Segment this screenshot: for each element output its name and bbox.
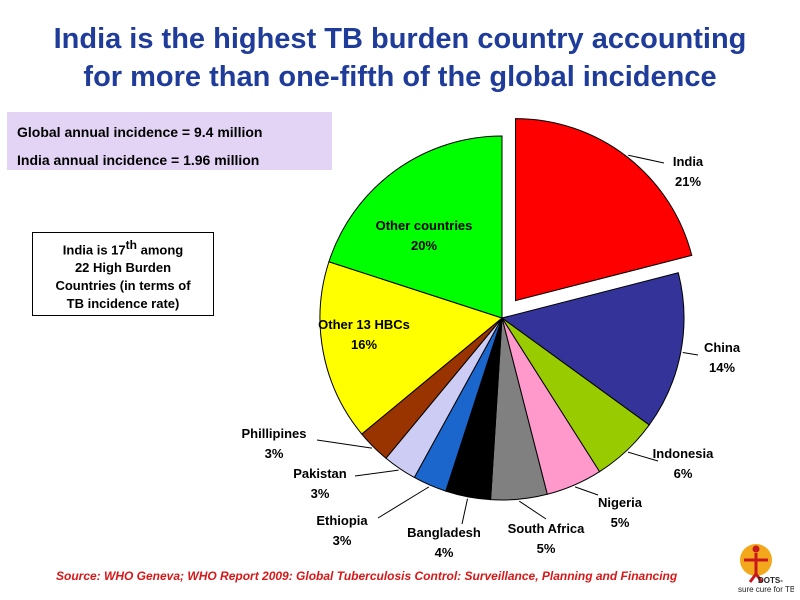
leader-lines: [316, 154, 699, 525]
slice-label-china: China: [704, 340, 741, 355]
page-title: India is the highest TB burden country a…: [0, 20, 800, 96]
slice-value-phillipines: 3%: [265, 446, 284, 461]
slice-value-nigeria: 5%: [611, 515, 630, 530]
leader-line-bangladesh: [461, 498, 469, 525]
pie-slice-other-13-hbcs: [319, 261, 504, 435]
slice-value-indonesia: 6%: [674, 466, 693, 481]
rank-note-line-4: TB incidence rate): [66, 296, 180, 312]
dots-logo: DOTS- sure cure for TB.: [738, 544, 794, 594]
rank-note-box: India is 17th among 22 High Burden Count…: [32, 232, 214, 316]
slice-value-other-13-hbcs: 16%: [351, 337, 377, 352]
leader-line-india: [628, 154, 665, 164]
logo-line-2: sure cure for TB.: [738, 585, 794, 594]
slice-label-south-africa: South Africa: [508, 521, 586, 536]
rank-note-line-1: India is 17th among: [62, 238, 184, 258]
leader-line-pakistan: [354, 469, 399, 477]
slice-label-bangladesh: Bangladesh: [407, 525, 481, 540]
incidence-stats-box: Global annual incidence = 9.4 million In…: [7, 112, 332, 170]
leader-line-indonesia: [627, 451, 659, 462]
title-line-2: for more than one-fifth of the global in…: [83, 61, 717, 93]
slice-labels: India 21% China 14% Indonesia 6% Nigeria 5% Sout…: [241, 154, 740, 560]
logo-figure-icon: [744, 553, 768, 583]
india-incidence-text: India annual incidence = 1.96 million: [17, 152, 260, 168]
slice-label-indonesia: Indonesia: [653, 446, 714, 461]
leader-line-nigeria: [574, 486, 599, 496]
leader-line-ethiopia: [377, 486, 430, 519]
slice-value-ethiopia: 3%: [333, 533, 352, 548]
leader-line-china: [682, 351, 699, 356]
slice-label-phillipines: Phillipines: [241, 426, 306, 441]
leader-line-south-africa: [519, 500, 547, 520]
rank-note-line-2: 22 High Burden: [74, 260, 172, 276]
slice-value-south-africa: 5%: [537, 541, 556, 556]
slice-label-pakistan: Pakistan: [293, 466, 347, 481]
slice-value-pakistan: 3%: [311, 486, 330, 501]
rank-note-line-3: Countries (in terms of: [55, 278, 191, 294]
pie-slices: [319, 118, 693, 501]
title-line-1: India is the highest TB burden country a…: [53, 23, 747, 55]
logo-figure-head-icon: [752, 545, 760, 553]
slice-label-other-countries: Other countries: [376, 218, 473, 233]
global-incidence-text: Global annual incidence = 9.4 million: [17, 124, 263, 140]
slice-label-ethiopia: Ethiopia: [316, 513, 368, 528]
source-note: Source: WHO Geneva; WHO Report 2009: Glo…: [56, 569, 678, 583]
leader-line-phillipines: [316, 439, 372, 449]
slice-value-india: 21%: [675, 174, 701, 189]
pie-slice-india: [514, 118, 693, 302]
slice-label-india: India: [673, 154, 704, 169]
slice-value-other-countries: 20%: [411, 238, 437, 253]
slice-value-bangladesh: 4%: [435, 545, 454, 560]
pie-slice-other-countries: [328, 135, 503, 319]
slice-label-nigeria: Nigeria: [598, 495, 643, 510]
slice-value-china: 14%: [709, 360, 735, 375]
pie-slice-china: [500, 272, 685, 426]
logo-line-1: DOTS-: [758, 576, 783, 585]
slice-label-other-13-hbcs: Other 13 HBCs: [318, 317, 410, 332]
